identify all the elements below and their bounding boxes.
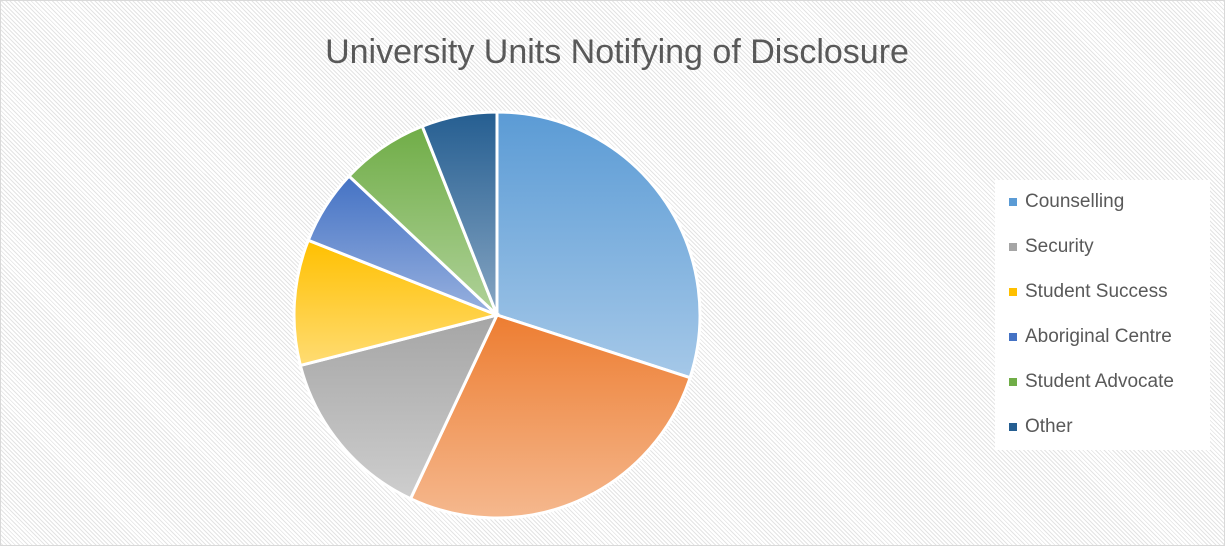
legend-label: Student Success xyxy=(1025,281,1168,302)
legend-swatch xyxy=(1009,198,1017,206)
legend-label: Other xyxy=(1025,416,1073,437)
pie-slice xyxy=(292,238,502,368)
legend-label: Student Advocate xyxy=(1025,371,1174,392)
legend-swatch xyxy=(1009,288,1017,296)
legend-swatch xyxy=(1009,378,1017,386)
legend-label: Counselling xyxy=(1025,191,1124,212)
legend-box xyxy=(995,180,1210,450)
pie-slice xyxy=(495,110,702,380)
chart-title: University Units Notifying of Disclosure xyxy=(325,33,909,71)
pie-slice xyxy=(420,110,499,316)
legend-swatch xyxy=(1009,333,1017,341)
legend-label: Security xyxy=(1025,236,1094,257)
legend-swatch xyxy=(1009,243,1017,251)
legend-swatch xyxy=(1009,423,1017,431)
pie-slice xyxy=(298,312,500,501)
pie-slice xyxy=(408,313,692,520)
legend-label: Aboriginal Centre xyxy=(1025,326,1172,347)
